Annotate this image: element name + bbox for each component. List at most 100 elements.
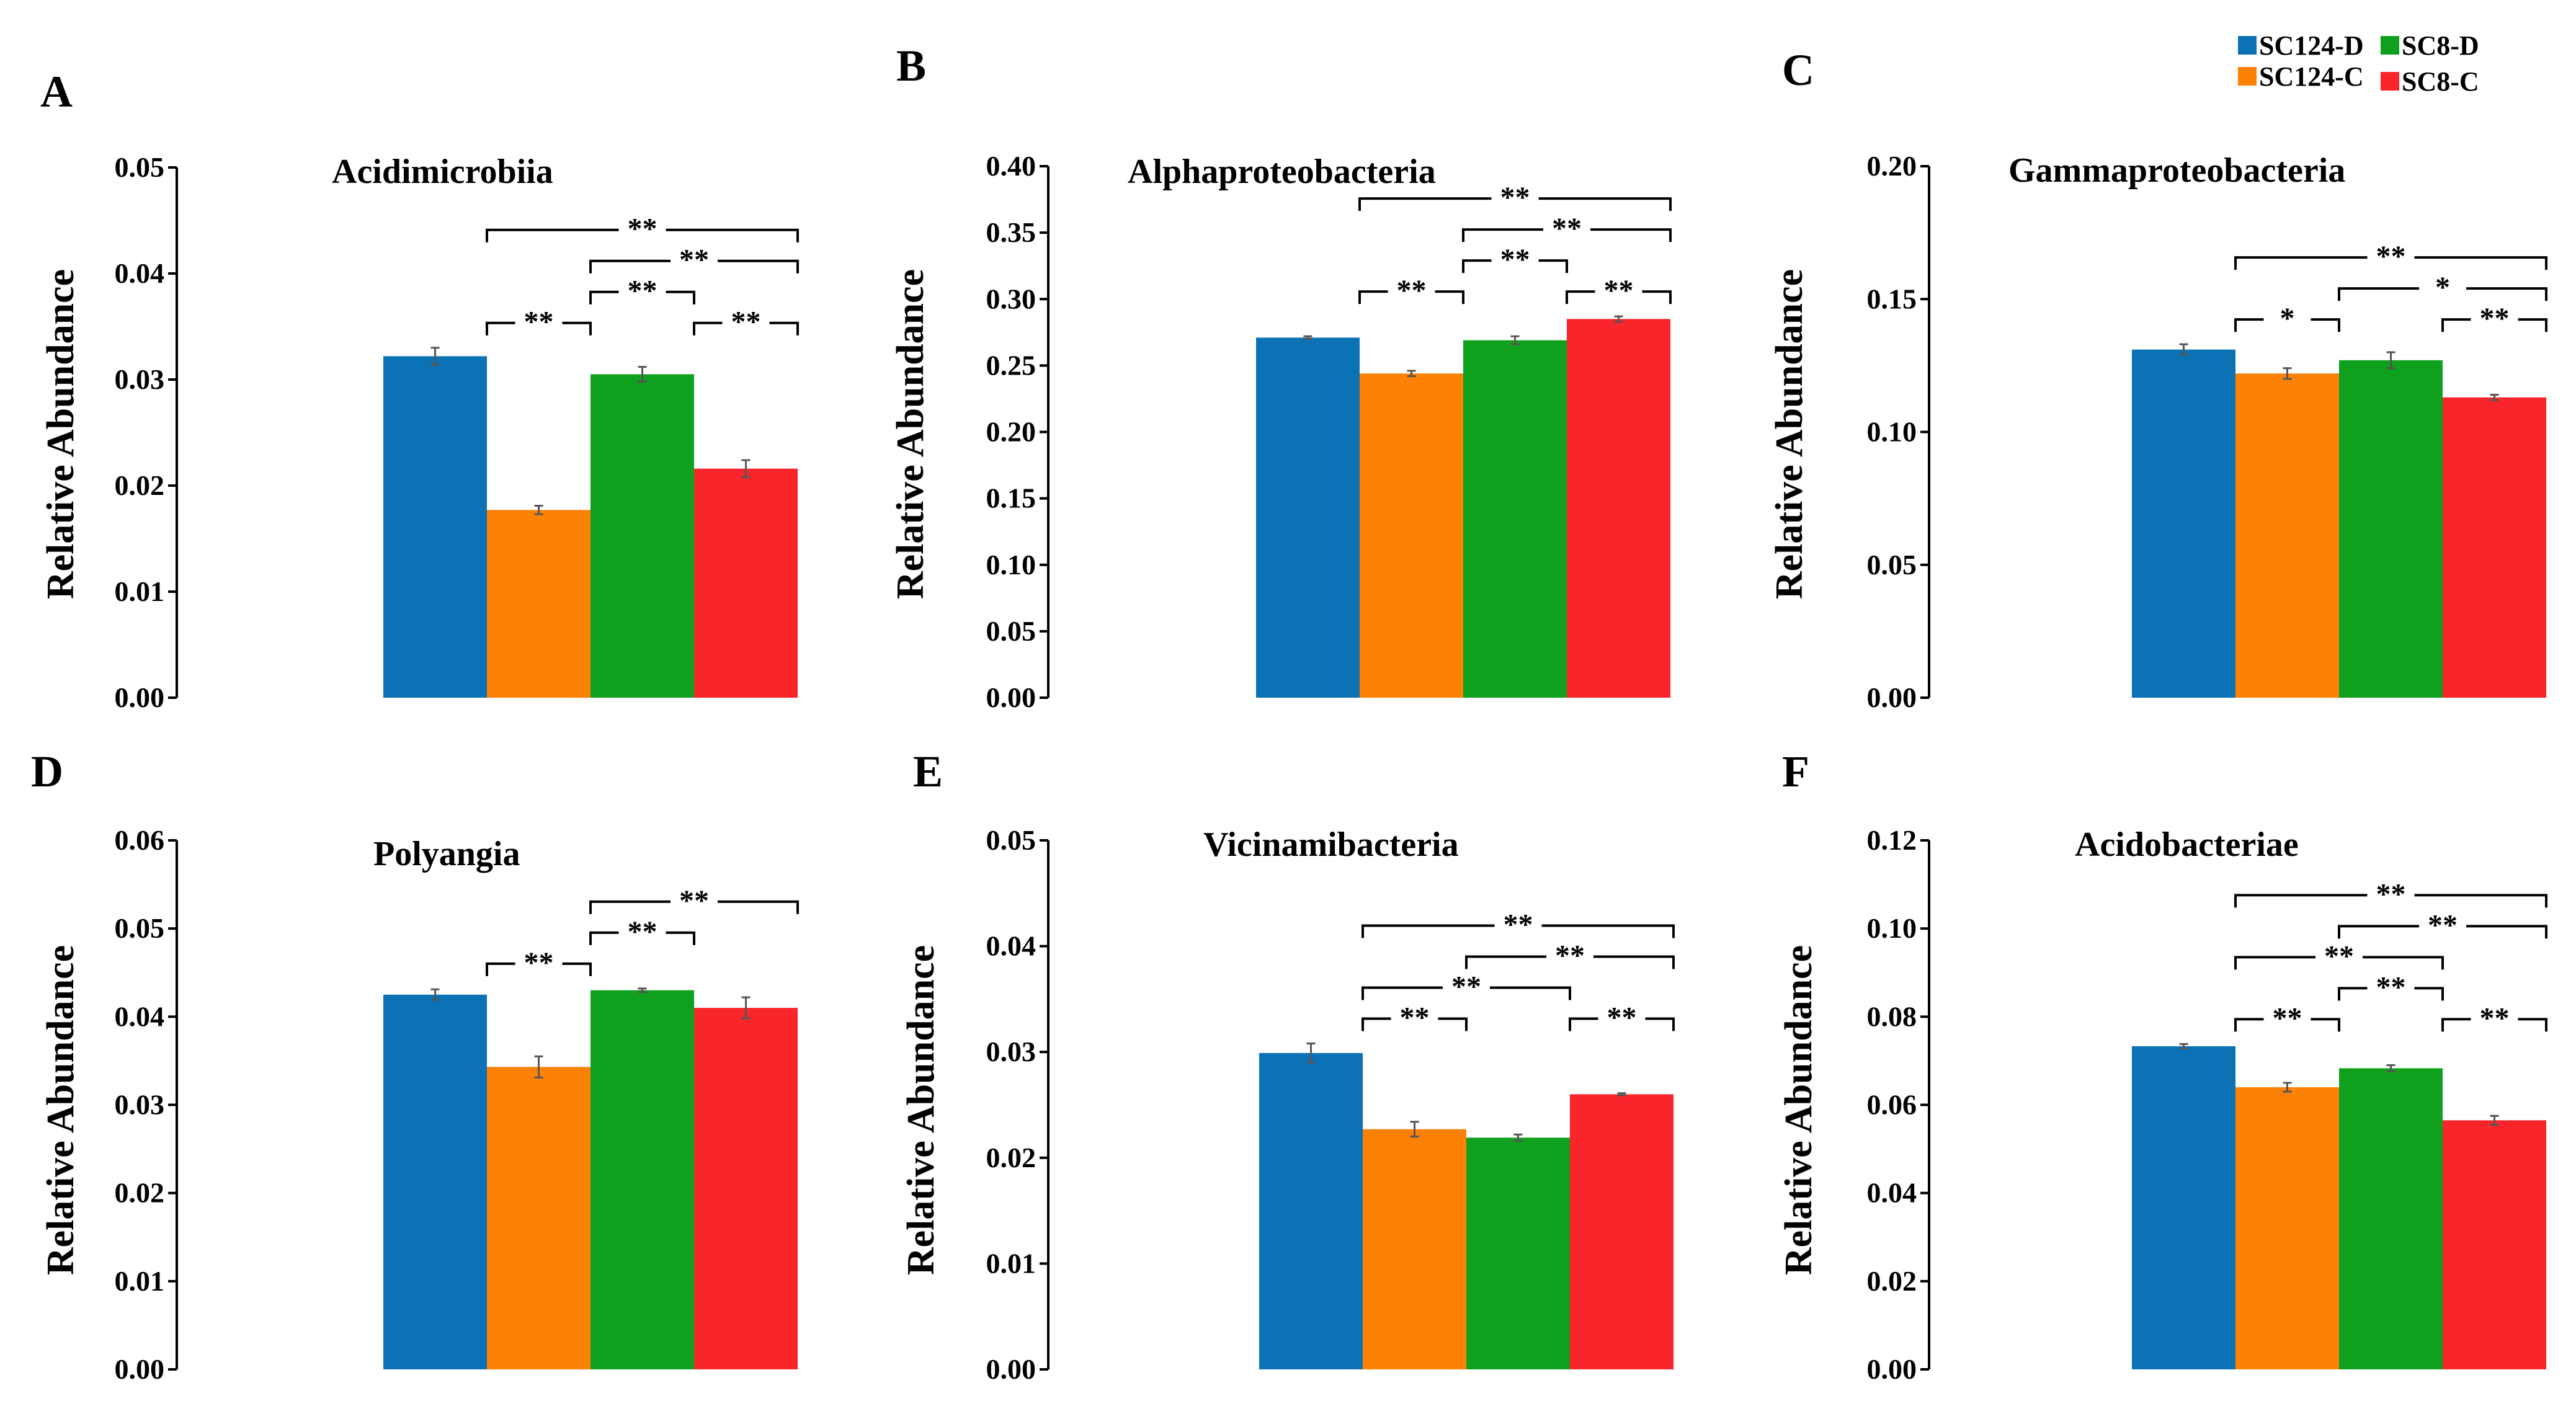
bar [383, 356, 487, 698]
bar [2132, 349, 2235, 698]
error-bar [2179, 343, 2188, 356]
y-tick-label: 0.08 [1867, 1000, 1917, 1032]
bar [2339, 360, 2443, 698]
y-tick-label: 0.06 [1867, 1089, 1917, 1121]
panels: A Acidimicrobiia Relative Abundance 0.00 0.0… [31, 41, 2547, 1385]
legend: SC124-D SC8-D SC124-C SC8-C [2238, 30, 2479, 97]
significance-bracket: ** [589, 915, 695, 948]
legend-swatch [2381, 36, 2399, 55]
significance-label: ** [628, 275, 657, 308]
y-tick-label: 0.10 [1867, 912, 1917, 944]
significance-label: ** [1400, 1002, 1430, 1034]
significance-label: ** [628, 213, 657, 246]
significance-label: ** [2376, 240, 2406, 273]
significance-label: ** [2273, 1002, 2302, 1034]
chart-title: Acidobacteriae [2075, 825, 2299, 864]
y-axis-label: Relative Abundance [1778, 945, 1820, 1275]
y-tick-label: 0.10 [986, 549, 1036, 580]
bar [1570, 1094, 1674, 1369]
bar [487, 510, 591, 698]
y-tick-label: 0.00 [115, 682, 165, 713]
significance-bracket: ** [693, 306, 799, 339]
significance-bracket: ** [486, 306, 592, 339]
error-bar [1510, 335, 1520, 345]
significance-bracket: ** [589, 884, 799, 917]
significance-bracket: ** [1569, 1002, 1675, 1034]
significance-label: ** [1500, 181, 1530, 214]
y-tick-label: 0.05 [1867, 549, 1917, 580]
chart-title: Alphaproteobacteria [1128, 153, 1436, 191]
y-axis-label: Relative Abundance [40, 945, 82, 1275]
legend-label: SC8-D [2402, 30, 2479, 61]
legend-item: SC8-C [2381, 66, 2479, 97]
error-bar [2179, 1043, 2188, 1050]
significance-bracket: ** [589, 244, 799, 277]
legend-label: SC124-C [2259, 61, 2364, 92]
bar [2132, 1046, 2235, 1369]
y-tick-label: 0.40 [986, 150, 1036, 182]
y-tick-label: 0.05 [115, 912, 165, 944]
significance-bracket: ** [2441, 1002, 2547, 1034]
y-tick-label: 0.01 [115, 576, 165, 607]
y-tick-label: 0.02 [115, 1177, 165, 1209]
y-tick-label: 0.20 [986, 416, 1036, 448]
chart-title: Gammaproteobacteria [2008, 151, 2345, 190]
y-axis-label: Relative Abundance [900, 945, 942, 1275]
y-tick-label: 0.35 [986, 216, 1036, 248]
significance-bracket: ** [1465, 940, 1675, 972]
bar [591, 374, 694, 698]
significance-bracket: ** [589, 275, 695, 308]
bar [1360, 373, 1463, 698]
error-bar [1513, 1133, 1523, 1142]
bar [2443, 1120, 2546, 1369]
y-tick-label: 0.00 [1867, 682, 1917, 713]
y-tick-label: 0.30 [986, 283, 1036, 314]
y-tick-label: 0.06 [115, 824, 165, 856]
significance-bracket: ** [2234, 240, 2547, 273]
y-tick-label: 0.20 [1867, 150, 1917, 182]
panel-label: D [31, 747, 63, 796]
y-tick-label: 0.15 [1867, 283, 1917, 314]
y-tick-label: 0.25 [986, 349, 1036, 381]
y-tick-label: 0.01 [986, 1247, 1036, 1279]
legend-item: SC124-C [2238, 61, 2364, 92]
error-bar [1306, 1043, 1316, 1064]
error-bar [638, 987, 647, 994]
error-bar [430, 988, 440, 1001]
significance-bracket: * [2338, 271, 2547, 304]
bar [383, 994, 487, 1369]
significance-label: ** [2376, 878, 2406, 910]
error-bar [2386, 1064, 2396, 1072]
significance-bracket: ** [2234, 878, 2547, 910]
significance-label: ** [1607, 1002, 1637, 1034]
panel-label: F [1782, 747, 1809, 796]
panel-a: A Acidimicrobiia Relative Abundance 0.00 0.0… [40, 67, 799, 713]
legend-item: SC8-D [2381, 30, 2479, 61]
panel-label: C [1782, 45, 1814, 95]
y-tick-label: 0.00 [986, 682, 1036, 713]
panel-d: D Polyangia Relative Abundance 0.00 0.01 0.02… [31, 747, 799, 1385]
bar [1256, 337, 1360, 698]
significance-label: * [2435, 271, 2450, 304]
significance-bracket: * [2234, 302, 2340, 335]
error-bar [2283, 1082, 2292, 1093]
significance-label: ** [731, 306, 761, 339]
error-bar [1617, 1092, 1626, 1096]
significance-label: ** [1451, 971, 1481, 1003]
y-tick-label: 0.12 [1867, 824, 1917, 856]
y-tick-label: 0.02 [986, 1142, 1036, 1173]
bar [1567, 319, 1670, 698]
significance-bracket: ** [2441, 302, 2547, 335]
chart-title: Vicinamibacteria [1203, 825, 1459, 864]
significance-label: ** [2480, 302, 2510, 335]
y-tick-label: 0.04 [1867, 1177, 1917, 1209]
y-tick-label: 0.00 [1867, 1353, 1917, 1385]
panel-b: B Alphaproteobacteria Relative Abundance 0.… [889, 41, 1672, 713]
significance-bracket: ** [2338, 909, 2547, 941]
y-tick-label: 0.10 [1867, 416, 1917, 448]
bar [1363, 1129, 1466, 1369]
error-bar [2283, 367, 2292, 380]
significance-bracket: ** [1566, 274, 1672, 307]
y-tick-label: 0.03 [986, 1036, 1036, 1067]
significance-label: ** [628, 915, 657, 948]
